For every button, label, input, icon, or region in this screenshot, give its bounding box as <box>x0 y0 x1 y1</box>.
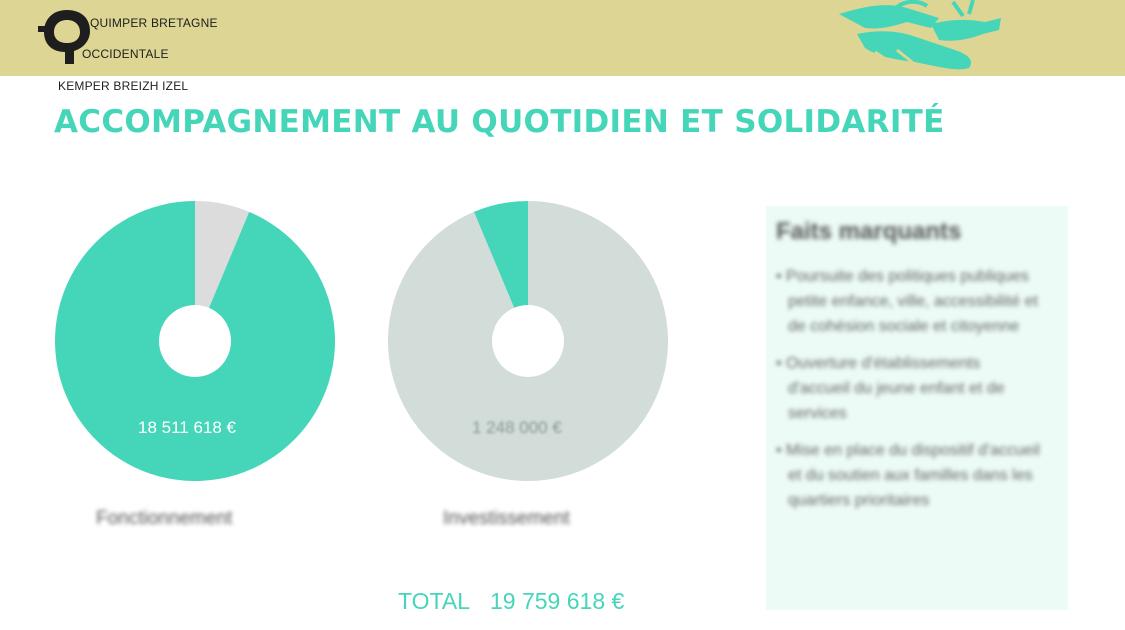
slice-label-investissement: 1 248 000 € <box>472 418 562 437</box>
highlights-list: • Poursuite des politiques publiques pet… <box>776 264 1046 525</box>
pie-chart-investissement <box>388 201 668 481</box>
highlights-title: Faits marquants <box>776 218 962 245</box>
total-line: TOTAL 19 759 618 € <box>398 588 624 615</box>
header-band: QUIMPER BRETAGNE OCCIDENTALE KEMPER BREI… <box>0 0 1125 93</box>
pie-chart-fonctionnement <box>55 201 335 481</box>
logo[interactable]: QUIMPER BRETAGNE OCCIDENTALE KEMPER BREI… <box>8 4 248 114</box>
logo-text-line-2: OCCIDENTALE <box>82 47 169 61</box>
total-value: 19 759 618 € <box>490 588 625 614</box>
highlight-item: • Mise en place du dispositif d'accueil … <box>776 442 1040 509</box>
chart-caption-fonctionnement: Fonctionnement <box>96 508 233 529</box>
page-title: ACCOMPAGNEMENT AU QUOTIDIEN ET SOLIDARIT… <box>54 104 945 140</box>
handshake-icon <box>839 0 1001 70</box>
highlight-item: • Poursuite des politiques publiques pet… <box>776 268 1038 335</box>
logo-text-line-3: KEMPER BREIZH IZEL <box>58 79 189 93</box>
chart-caption-investissement: Investissement <box>443 508 570 529</box>
donut-hole <box>159 305 231 377</box>
pie-slice-0 <box>473 201 528 341</box>
total-label: TOTAL <box>398 588 470 614</box>
slice-label-fonctionnement: 18 511 618 € <box>138 418 236 437</box>
quimper-q-logo-icon <box>38 10 90 64</box>
highlights-panel: Faits marquants • Poursuite des politiqu… <box>766 206 1068 610</box>
logo-text-line-1: QUIMPER BRETAGNE <box>90 16 218 30</box>
pie-slice-1 <box>195 201 250 341</box>
donut-hole <box>492 305 564 377</box>
highlight-item: • Ouverture d'établissements d'accueil d… <box>776 355 1005 422</box>
